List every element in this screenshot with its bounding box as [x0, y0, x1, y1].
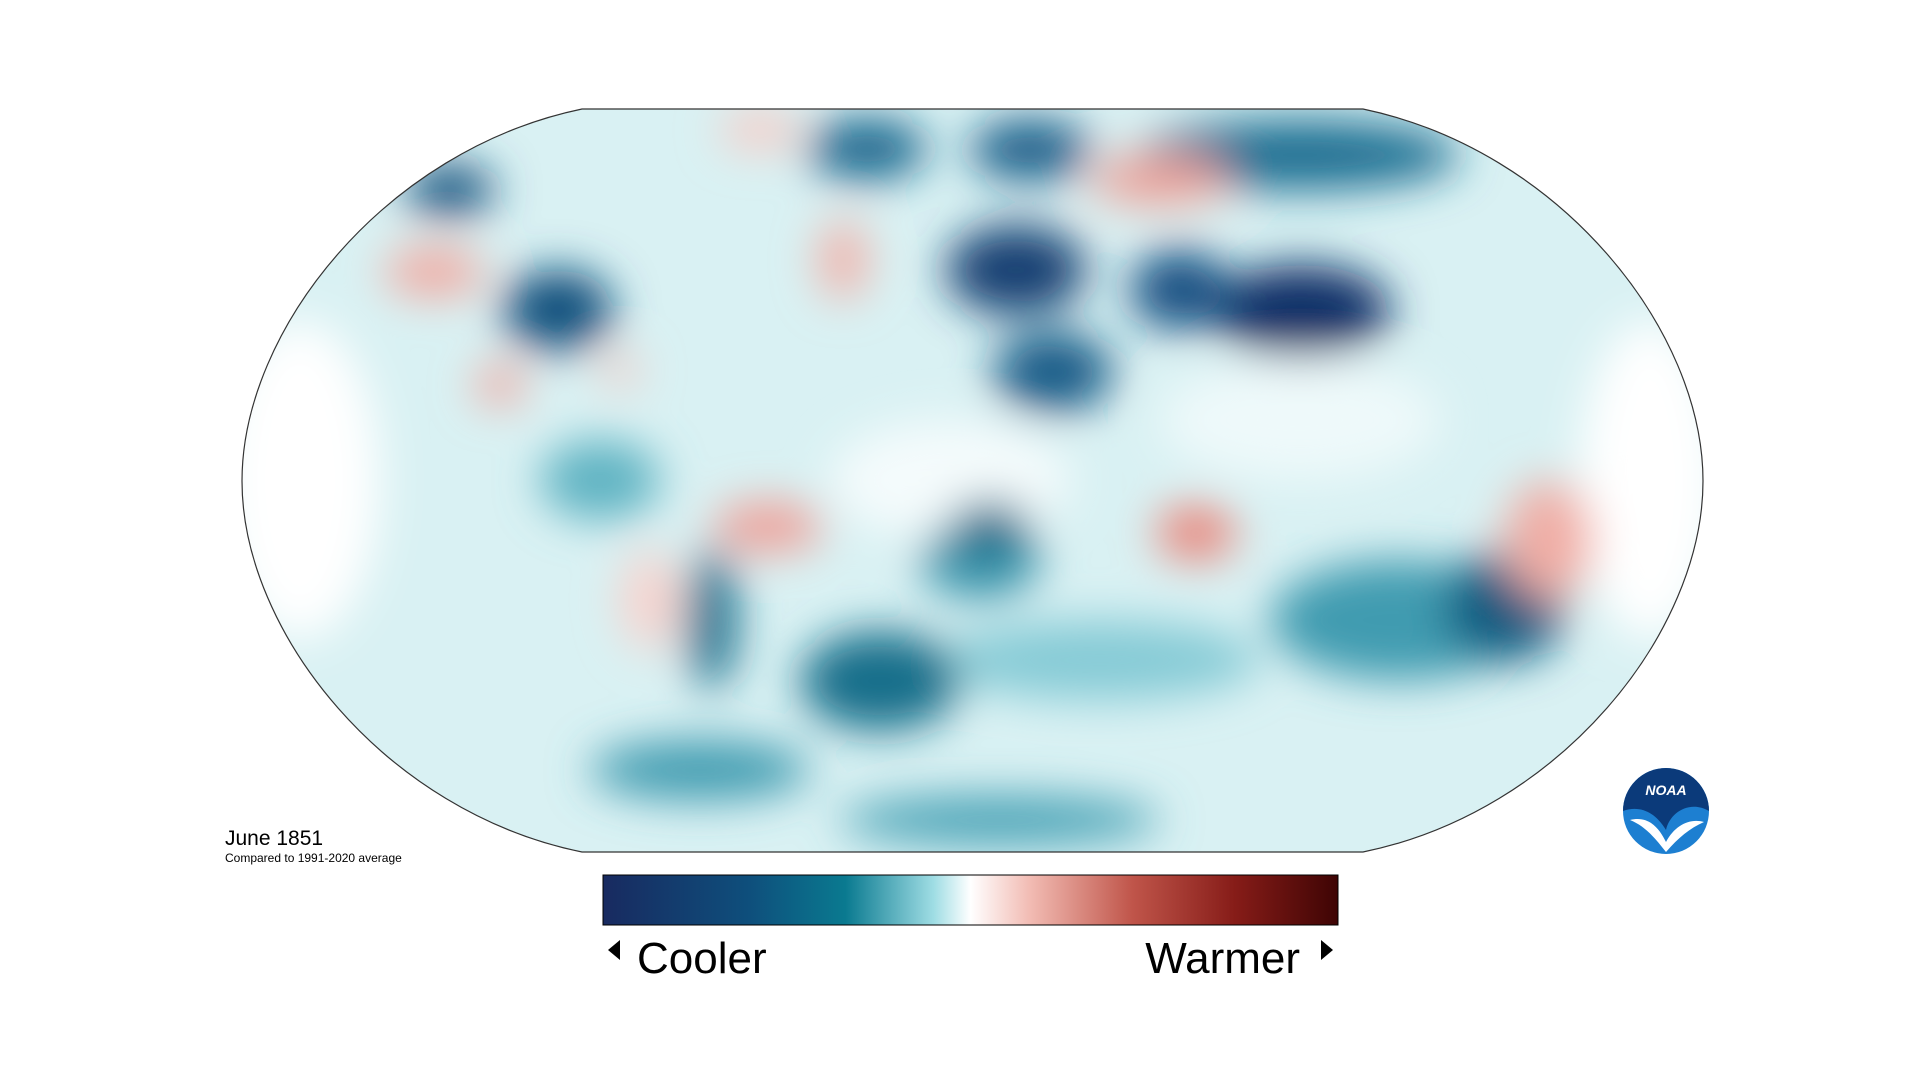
map-outline: [241, 108, 1704, 853]
colorbar: [602, 874, 1339, 926]
legend-high: Warmer: [1145, 934, 1300, 983]
anomaly-blobs: [242, 110, 1703, 845]
logo-gull: [1630, 819, 1704, 852]
cooler-arrow: [608, 940, 620, 960]
anomaly-field: [242, 109, 1703, 852]
noaa-logo: NOAA: [1623, 768, 1709, 854]
map-subtitle: Compared to 1991-2020 average: [225, 851, 402, 865]
warmer-arrow: [1321, 940, 1333, 960]
legend-low: Cooler: [637, 934, 767, 983]
logo-text: NOAA: [1645, 782, 1686, 798]
logo-top: [1623, 768, 1709, 830]
map-title: June 1851: [225, 827, 323, 850]
